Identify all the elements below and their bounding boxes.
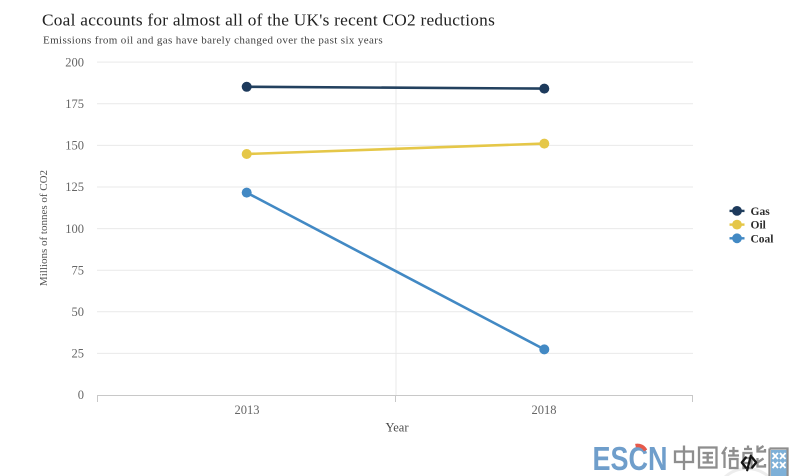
svg-text:Coal: Coal [751,233,774,245]
svg-text:175: 175 [65,97,84,111]
svg-text:Oil: Oil [751,220,766,232]
svg-text:100: 100 [65,222,84,236]
svg-text:2018: 2018 [532,403,557,417]
svg-text:Coal accounts for almost all o: Coal accounts for almost all of the UK's… [42,11,495,30]
svg-text:Millions of tonnes of CO2: Millions of tonnes of CO2 [38,170,50,286]
svg-text:Gas: Gas [751,206,771,218]
svg-text:150: 150 [65,139,84,153]
svg-text:Year: Year [385,421,409,435]
svg-text:25: 25 [72,347,85,361]
svg-text:75: 75 [72,263,85,277]
svg-text:50: 50 [72,305,85,319]
svg-text:200: 200 [65,55,84,69]
svg-text:125: 125 [65,180,84,194]
svg-text:Emissions from oil and gas hav: Emissions from oil and gas have barely c… [43,35,383,47]
svg-text:ESCN: ESCN [593,440,668,476]
svg-text:0: 0 [78,388,84,402]
svg-text:2013: 2013 [235,403,260,417]
